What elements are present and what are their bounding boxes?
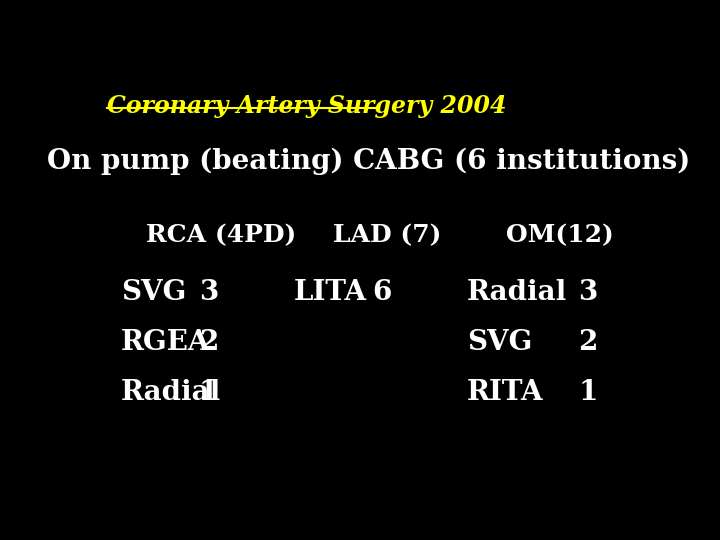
Text: 1: 1 [578,379,598,406]
Text: LITA: LITA [294,279,366,306]
Text: RITA: RITA [467,379,544,406]
Text: Radial: Radial [121,379,221,406]
Text: 2: 2 [578,329,598,356]
Text: SVG: SVG [467,329,532,356]
Text: LAD (7): LAD (7) [333,223,441,247]
Text: OM(12): OM(12) [505,223,613,247]
Text: On pump (beating) CABG (6 institutions): On pump (beating) CABG (6 institutions) [48,148,690,176]
Text: Coronary Artery Surgery 2004: Coronary Artery Surgery 2004 [107,94,506,118]
Text: 1: 1 [199,379,218,406]
Text: 3: 3 [578,279,598,306]
Text: 6: 6 [372,279,391,306]
Text: 3: 3 [199,279,218,306]
Text: SVG: SVG [121,279,186,306]
Text: Radial: Radial [467,279,567,306]
Text: RGEA: RGEA [121,329,210,356]
Text: 2: 2 [199,329,218,356]
Text: RCA (4PD): RCA (4PD) [145,223,296,247]
